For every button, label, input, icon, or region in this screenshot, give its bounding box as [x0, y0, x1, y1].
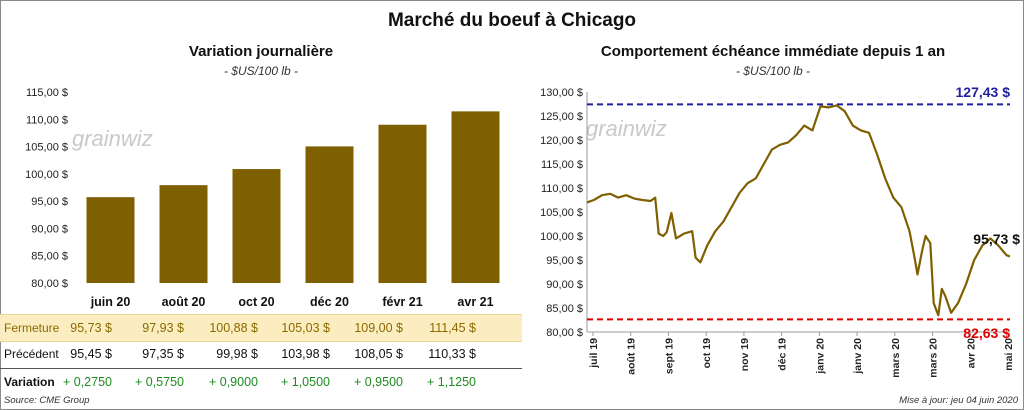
x-tick-label: août 19 [626, 338, 638, 375]
right-chart-unit: - $US/100 lb - [522, 64, 1024, 78]
x-tick-label: janv 20 [852, 338, 864, 375]
bar [160, 185, 208, 283]
left-chart-unit: - $US/100 lb - [0, 64, 522, 78]
x-tick-label: oct 19 [701, 338, 713, 369]
table-cell: 100,88 $ [184, 321, 258, 335]
bar [379, 125, 427, 283]
table-cell: 105,03 $ [256, 321, 330, 335]
left-watermark: grainwiz [72, 126, 153, 151]
x-tick-label: avr 20 [965, 338, 977, 369]
y-tick-label: 100,00 $ [25, 169, 68, 181]
x-tick-label: oct 20 [238, 295, 274, 309]
source-note: Source: CME Group [4, 395, 90, 406]
page-title: Marché du boeuf à Chicago [0, 10, 1024, 32]
x-tick-label: janv 20 [814, 338, 826, 375]
y-tick-label: 80,00 $ [546, 327, 583, 339]
min-label: 82,63 $ [963, 325, 1010, 341]
y-tick-label: 95,00 $ [546, 255, 583, 267]
table-cell: 95,73 $ [38, 321, 112, 335]
y-tick-label: 100,00 $ [540, 231, 583, 243]
x-tick-label: sept 19 [663, 338, 675, 374]
x-tick-label: juil 19 [588, 338, 600, 369]
table-cell: 99,98 $ [184, 347, 258, 361]
x-tick-label: déc 20 [310, 295, 349, 309]
x-tick-label: mars 20 [890, 338, 902, 378]
y-tick-label: 130,00 $ [540, 87, 583, 99]
bar-chart: grainwiz 80,00 $ 85,00 $ 90,00 $ 95,00 $ 100… [0, 80, 522, 314]
bar [87, 197, 135, 283]
right-chart-title: Comportement échéance immédiate depuis 1… [522, 43, 1024, 60]
x-tick-label: avr 21 [457, 295, 493, 309]
table-cell: + 0,9000 [184, 375, 258, 389]
y-tick-label: 125,00 $ [540, 111, 583, 123]
table-cell: + 0,5750 [110, 375, 184, 389]
y-tick-label: 110,00 $ [26, 114, 68, 126]
update-note: Mise à jour: jeu 04 juin 2020 [899, 395, 1018, 406]
left-chart-title: Variation journalière [0, 43, 522, 60]
table-row-fermeture: Fermeture 95,73 $ 97,93 $ 100,88 $ 105,0… [0, 314, 522, 342]
table-cell: + 0,9500 [329, 375, 403, 389]
x-tick-label: juin 20 [90, 295, 131, 309]
x-tick-label: mars 20 [928, 338, 940, 378]
x-tick-label: nov 19 [739, 338, 751, 371]
y-tick-label: 105,00 $ [25, 142, 68, 154]
y-tick-label: 90,00 $ [31, 223, 68, 235]
y-tick-label: 120,00 $ [540, 135, 583, 147]
right-watermark: grainwiz [586, 116, 667, 141]
y-tick-label: 90,00 $ [546, 279, 583, 291]
bar [452, 111, 500, 283]
table-cell: 111,45 $ [402, 321, 476, 335]
table-cell: 97,93 $ [110, 321, 184, 335]
table-row-variation: Variation + 0,2750 + 0,5750 + 0,9000 + 1… [0, 368, 522, 395]
table-cell: 97,35 $ [110, 347, 184, 361]
table-cell: 103,98 $ [256, 347, 330, 361]
x-tick-label: déc 19 [777, 338, 789, 371]
table-cell: + 1,0500 [256, 375, 330, 389]
table-cell: 109,00 $ [329, 321, 403, 335]
table-cell: 108,05 $ [329, 347, 403, 361]
y-tick-label: 105,00 $ [540, 207, 583, 219]
y-tick-label: 80,00 $ [31, 278, 68, 290]
max-label: 127,43 $ [956, 84, 1011, 100]
table-cell: 95,45 $ [38, 347, 112, 361]
table-cell: 110,33 $ [402, 347, 476, 361]
table-cell: + 1,1250 [402, 375, 476, 389]
y-tick-label: 115,00 $ [26, 87, 68, 99]
y-tick-label: 85,00 $ [31, 251, 68, 263]
x-tick-label: févr 21 [382, 295, 422, 309]
y-tick-label: 85,00 $ [546, 303, 583, 315]
x-tick-label: août 20 [162, 295, 206, 309]
line-chart: grainwiz 80,00 $ 85,00 $ 90,00 $ 95,00 $ 100… [522, 80, 1024, 395]
x-tick-label: mai 20 [1003, 338, 1015, 371]
y-tick-label: 115,00 $ [541, 159, 583, 171]
last-value-label: 95,73 $ [973, 231, 1020, 247]
bar [306, 146, 354, 283]
y-tick-label: 95,00 $ [31, 196, 68, 208]
table-row-precedent: Précédent 95,45 $ 97,35 $ 99,98 $ 103,98… [0, 341, 522, 367]
bar [233, 169, 281, 283]
y-tick-label: 110,00 $ [541, 183, 583, 195]
table-cell: + 0,2750 [38, 375, 112, 389]
